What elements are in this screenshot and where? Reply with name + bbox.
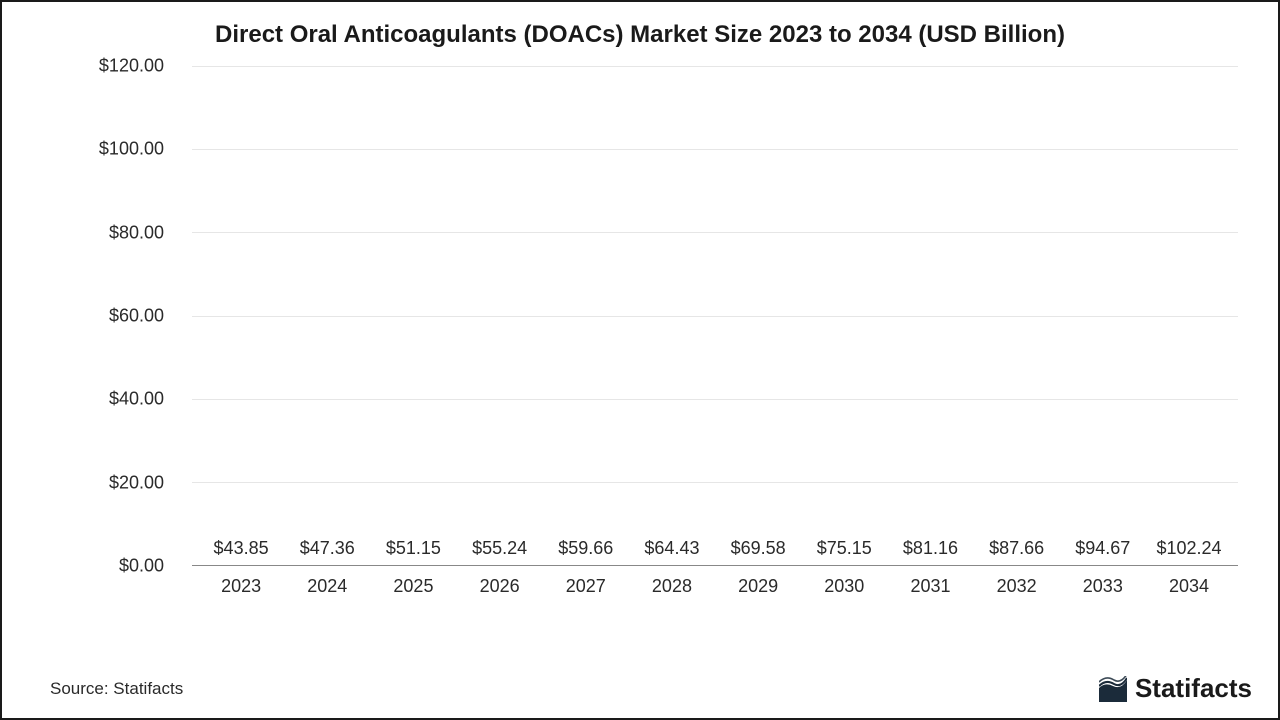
x-tick-label: 2026 [457,570,543,606]
x-tick-label: 2034 [1146,570,1232,606]
y-tick-label: $60.00 [68,306,164,327]
bar-slot: $75.15 [801,538,887,565]
bar-slot: $102.24 [1146,538,1232,565]
plot-area: $43.85 $47.36 $51.15 $55.24 $59.66 $64.43 $69.… [192,66,1238,566]
grid-line [192,66,1238,67]
bar-value-label: $43.85 [214,538,269,559]
y-tick-label: $40.00 [68,389,164,410]
bar-slot: $64.43 [629,538,715,565]
x-tick-label: 2025 [370,570,456,606]
x-tick-label: 2028 [629,570,715,606]
y-axis: $0.00$20.00$40.00$60.00$80.00$100.00$120… [68,66,164,566]
chart-footer: Source: Statifacts Statifacts [50,673,1252,704]
x-tick-label: 2030 [801,570,887,606]
bar-value-label: $102.24 [1156,538,1221,559]
x-tick-label: 2031 [887,570,973,606]
grid-line [192,482,1238,483]
x-tick-label: 2024 [284,570,370,606]
chart-area: $0.00$20.00$40.00$60.00$80.00$100.00$120… [22,66,1258,606]
x-tick-label: 2032 [974,570,1060,606]
brand: Statifacts [1099,673,1252,704]
bar-value-label: $87.66 [989,538,1044,559]
bar-value-label: $51.15 [386,538,441,559]
bar-slot: $87.66 [974,538,1060,565]
x-axis: 2023202420252026202720282029203020312032… [192,570,1238,606]
x-tick-label: 2033 [1060,570,1146,606]
y-tick-label: $120.00 [68,56,164,77]
bar-slot: $51.15 [370,538,456,565]
y-tick-label: $20.00 [68,472,164,493]
brand-logo-icon [1099,676,1127,702]
bar-value-label: $69.58 [731,538,786,559]
grid-line [192,149,1238,150]
bar-value-label: $55.24 [472,538,527,559]
x-tick-label: 2029 [715,570,801,606]
y-tick-label: $80.00 [68,222,164,243]
bar-slot: $81.16 [887,538,973,565]
bar-slot: $94.67 [1060,538,1146,565]
y-tick-label: $0.00 [68,556,164,577]
grid-line [192,316,1238,317]
bar-value-label: $94.67 [1075,538,1130,559]
bar-value-label: $64.43 [644,538,699,559]
bar-slot: $69.58 [715,538,801,565]
bar-slot: $43.85 [198,538,284,565]
bar-slot: $55.24 [457,538,543,565]
bar-value-label: $59.66 [558,538,613,559]
chart-frame: Direct Oral Anticoagulants (DOACs) Marke… [0,0,1280,720]
chart-title: Direct Oral Anticoagulants (DOACs) Marke… [130,20,1150,50]
x-tick-label: 2023 [198,570,284,606]
brand-name: Statifacts [1135,673,1252,704]
grid-line [192,232,1238,233]
bar-value-label: $75.15 [817,538,872,559]
bar-value-label: $47.36 [300,538,355,559]
x-tick-label: 2027 [543,570,629,606]
source-label: Source: Statifacts [50,679,183,699]
bar-value-label: $81.16 [903,538,958,559]
bar-slot: $47.36 [284,538,370,565]
y-tick-label: $100.00 [68,139,164,160]
bar-slot: $59.66 [543,538,629,565]
grid-line [192,399,1238,400]
